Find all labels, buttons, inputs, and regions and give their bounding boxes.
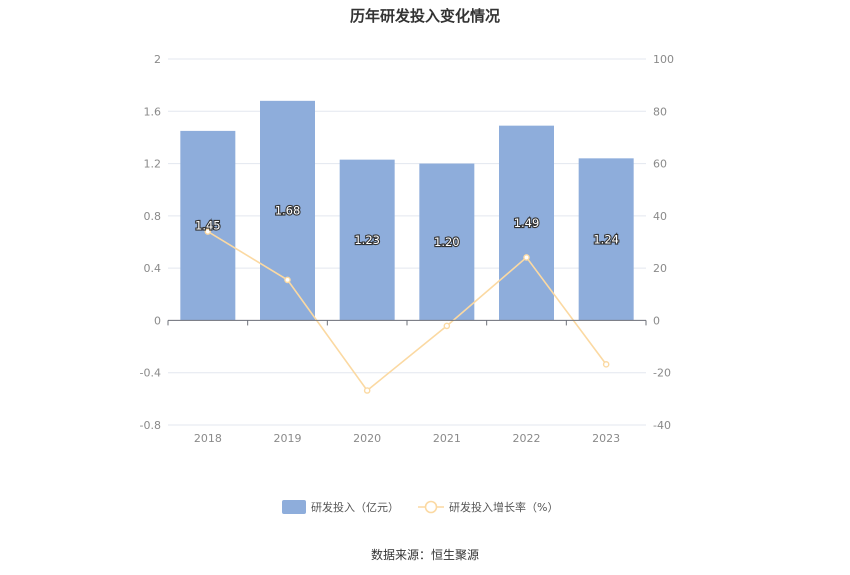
bar-label-2020: 1.23 (354, 233, 380, 247)
x-tick-label: 2023 (592, 432, 620, 445)
bar-2019[interactable] (260, 100, 315, 321)
left-tick-label: 2 (154, 53, 161, 66)
x-tick-label: 2020 (353, 432, 381, 445)
x-axis: 2018 2019 2020 2021 2022 2023 (167, 319, 647, 445)
left-tick-label: 0 (154, 314, 161, 327)
bar-data-labels: 1.45 1.68 1.23 1.20 1.49 1.24 (194, 203, 620, 251)
left-tick-label: -0.4 (140, 367, 161, 380)
x-tick-label: 2021 (433, 432, 461, 445)
bar-2022[interactable] (499, 125, 554, 321)
line-point-2018[interactable] (204, 228, 212, 235)
legend-swatch-bar (282, 500, 306, 514)
line-point-2020[interactable] (363, 387, 371, 394)
left-tick-label: 1.2 (144, 158, 162, 171)
right-tick-label: 20 (653, 262, 667, 275)
right-tick-label: 0 (653, 314, 660, 327)
right-tick-label: -40 (653, 419, 671, 432)
bar-2020[interactable] (339, 159, 395, 321)
left-tick-label: 0.4 (144, 262, 162, 275)
right-tick-label: 80 (653, 105, 667, 118)
line-point-2022[interactable] (523, 254, 530, 261)
x-tick-label: 2022 (513, 432, 541, 445)
legend[interactable]: 研发投入（亿元） 研发投入增长率（%） (282, 500, 558, 514)
bar-series (180, 100, 634, 321)
left-tick-label: 0.8 (144, 210, 162, 223)
bar-label-2018: 1.45 (195, 219, 221, 233)
chart-title: 历年研发投入变化情况 (350, 7, 500, 25)
x-tick-label: 2018 (194, 432, 222, 445)
bar-label-2019: 1.68 (275, 204, 301, 218)
legend-label-bar[interactable]: 研发投入（亿元） (311, 500, 399, 514)
bar-2023[interactable] (578, 158, 634, 321)
x-tick-label: 2019 (274, 432, 302, 445)
left-tick-label: 1.6 (144, 105, 162, 118)
bar-label-2022: 1.49 (514, 216, 540, 230)
line-point-2023[interactable] (602, 361, 610, 368)
line-point-2021[interactable] (443, 322, 451, 330)
bar-2018[interactable] (180, 130, 236, 321)
left-axis: 2 1.6 1.2 0.8 0.4 0 -0.4 -0.8 (140, 53, 161, 432)
legend-swatch-line-marker (424, 500, 438, 514)
source-note: 数据来源：恒生聚源 (371, 547, 479, 562)
grid-lines (168, 58, 646, 426)
bar-label-2023: 1.24 (593, 232, 619, 246)
bar-2021[interactable] (419, 163, 475, 321)
legend-label-line[interactable]: 研发投入增长率（%） (449, 500, 558, 514)
right-tick-label: -20 (653, 367, 671, 380)
line-series (204, 228, 610, 394)
left-tick-label: -0.8 (140, 419, 161, 432)
right-axis: 100 80 60 40 20 0 -20 -40 (653, 53, 674, 432)
right-tick-label: 60 (653, 158, 667, 171)
bar-label-2021: 1.20 (434, 235, 460, 249)
right-tick-label: 100 (653, 53, 674, 66)
right-tick-label: 40 (653, 210, 667, 223)
line-point-2019[interactable] (284, 276, 291, 284)
growth-line (207, 230, 607, 392)
